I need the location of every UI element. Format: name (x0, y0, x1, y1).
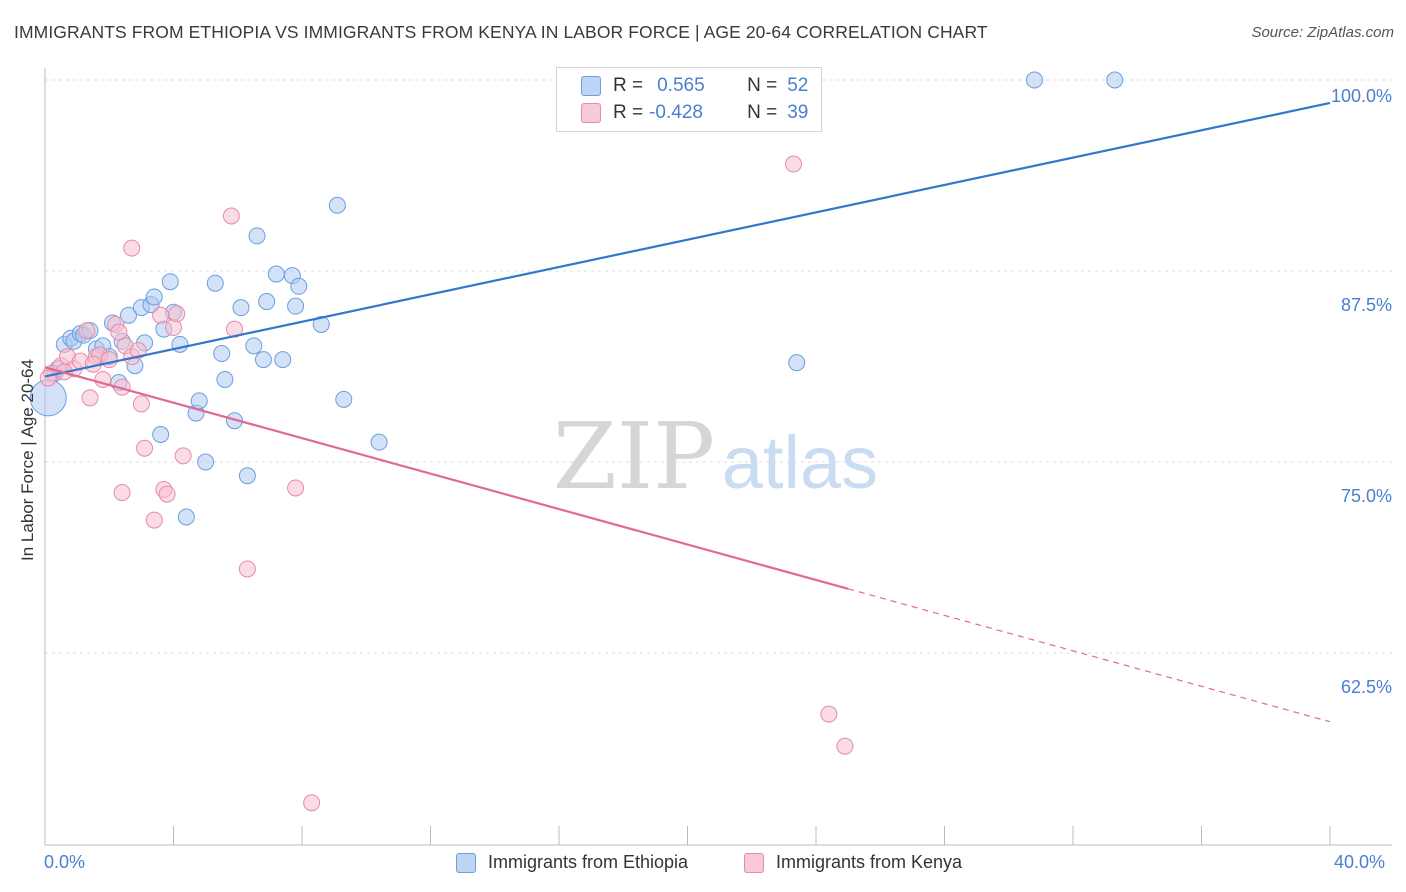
point-ethiopia (370, 433, 388, 451)
point-ethiopia (254, 351, 272, 369)
legend-r-value-ethiopia: 0.565 (657, 75, 705, 96)
legend-n-value-kenya: 39 (787, 102, 809, 123)
chart-title: IMMIGRANTS FROM ETHIOPIA VS IMMIGRANTS F… (14, 22, 988, 42)
chart-source: Source: ZipAtlas.com (1251, 24, 1394, 41)
trend-lines (44, 101, 1331, 723)
point-ethiopia (190, 392, 208, 410)
watermark-atlas: atlas (722, 421, 878, 504)
point-ethiopia (213, 345, 231, 363)
y-tick-label-75: 75.0% (1340, 486, 1392, 506)
point-ethiopia (177, 508, 195, 526)
trend-line-kenya-extension (847, 588, 1331, 723)
point-ethiopia (258, 293, 276, 311)
point-kenya (39, 369, 57, 387)
x-tick-label-max: 40.0% (1334, 852, 1386, 872)
point-ethiopia (206, 274, 224, 292)
point-ethiopia (145, 288, 163, 306)
watermark-zip: ZIP (553, 403, 715, 510)
data-points (29, 71, 1124, 812)
point-kenya (78, 322, 96, 340)
point-ethiopia (290, 277, 308, 295)
point-kenya (174, 447, 192, 465)
point-ethiopia (248, 227, 266, 245)
point-ethiopia (232, 299, 250, 317)
legend-swatch-kenya (581, 103, 601, 123)
point-kenya (145, 511, 163, 529)
point-kenya (100, 351, 118, 369)
bottom-legend-swatch-ethiopia (456, 852, 476, 873)
bottom-legend-label-ethiopia: Immigrants from Ethiopia (488, 852, 689, 872)
point-ethiopia (216, 370, 234, 388)
y-axis-label: In Labor Force | Age 20-64 (18, 359, 37, 561)
point-kenya (836, 737, 854, 755)
point-ethiopia (152, 425, 170, 443)
point-kenya (110, 323, 128, 341)
point-kenya (820, 705, 838, 723)
legend-swatch-ethiopia (581, 76, 601, 96)
point-kenya (152, 306, 170, 324)
point-ethiopia (287, 297, 305, 315)
point-ethiopia (161, 273, 179, 291)
point-kenya (238, 560, 256, 578)
y-tick-label-87-5: 87.5% (1340, 295, 1392, 315)
point-ethiopia (274, 351, 292, 369)
legend-n-label: N = (747, 75, 778, 96)
point-ethiopia (1106, 71, 1124, 89)
y-tick-label-62-5: 62.5% (1340, 677, 1392, 697)
point-kenya (132, 395, 150, 413)
point-kenya (81, 389, 99, 407)
point-ethiopia (788, 354, 806, 372)
y-tick-label-100: 100.0% (1330, 86, 1392, 106)
point-kenya (785, 155, 803, 173)
point-ethiopia (245, 337, 263, 355)
legend-r-label: R = (613, 102, 644, 123)
point-kenya (303, 794, 321, 812)
point-ethiopia (1025, 71, 1043, 89)
point-kenya (123, 239, 141, 257)
legend-r-value-kenya: -0.428 (649, 102, 703, 123)
point-ethiopia (238, 467, 256, 485)
axes (44, 68, 1392, 846)
bottom-legend-ethiopia: Immigrants from Ethiopia (456, 852, 688, 873)
trend-line-kenya (44, 366, 849, 590)
point-kenya (113, 484, 131, 502)
bottom-legend-swatch-kenya (744, 852, 764, 873)
bottom-legend-kenya: Immigrants from Kenya (744, 852, 962, 873)
point-ethiopia (328, 196, 346, 214)
legend-n-value-ethiopia: 52 (787, 75, 809, 96)
point-ethiopia (120, 306, 138, 324)
point-kenya (129, 341, 147, 359)
point-ethiopia (335, 390, 353, 408)
trend-line-ethiopia (44, 101, 1331, 378)
point-kenya (158, 485, 176, 503)
point-ethiopia (312, 315, 330, 333)
bottom-legend-label-kenya: Immigrants from Kenya (776, 852, 963, 872)
point-kenya (136, 439, 154, 457)
legend-n-label: N = (747, 102, 778, 123)
legend-r-label: R = (613, 75, 644, 96)
watermark: ZIP atlas (553, 403, 878, 510)
legend-row-ethiopia: R = 0.565 N = 52 (581, 74, 808, 98)
point-ethiopia (267, 265, 285, 283)
point-kenya (287, 479, 305, 497)
point-kenya (222, 207, 240, 225)
point-kenya (168, 305, 186, 323)
x-tick-label-min: 0.0% (44, 852, 86, 872)
point-ethiopia (197, 453, 215, 471)
legend-row-kenya: R = -0.428 N = 39 (581, 101, 808, 125)
correlation-legend: R = 0.565 N = 52 R = -0.428 N = 39 (556, 67, 822, 132)
